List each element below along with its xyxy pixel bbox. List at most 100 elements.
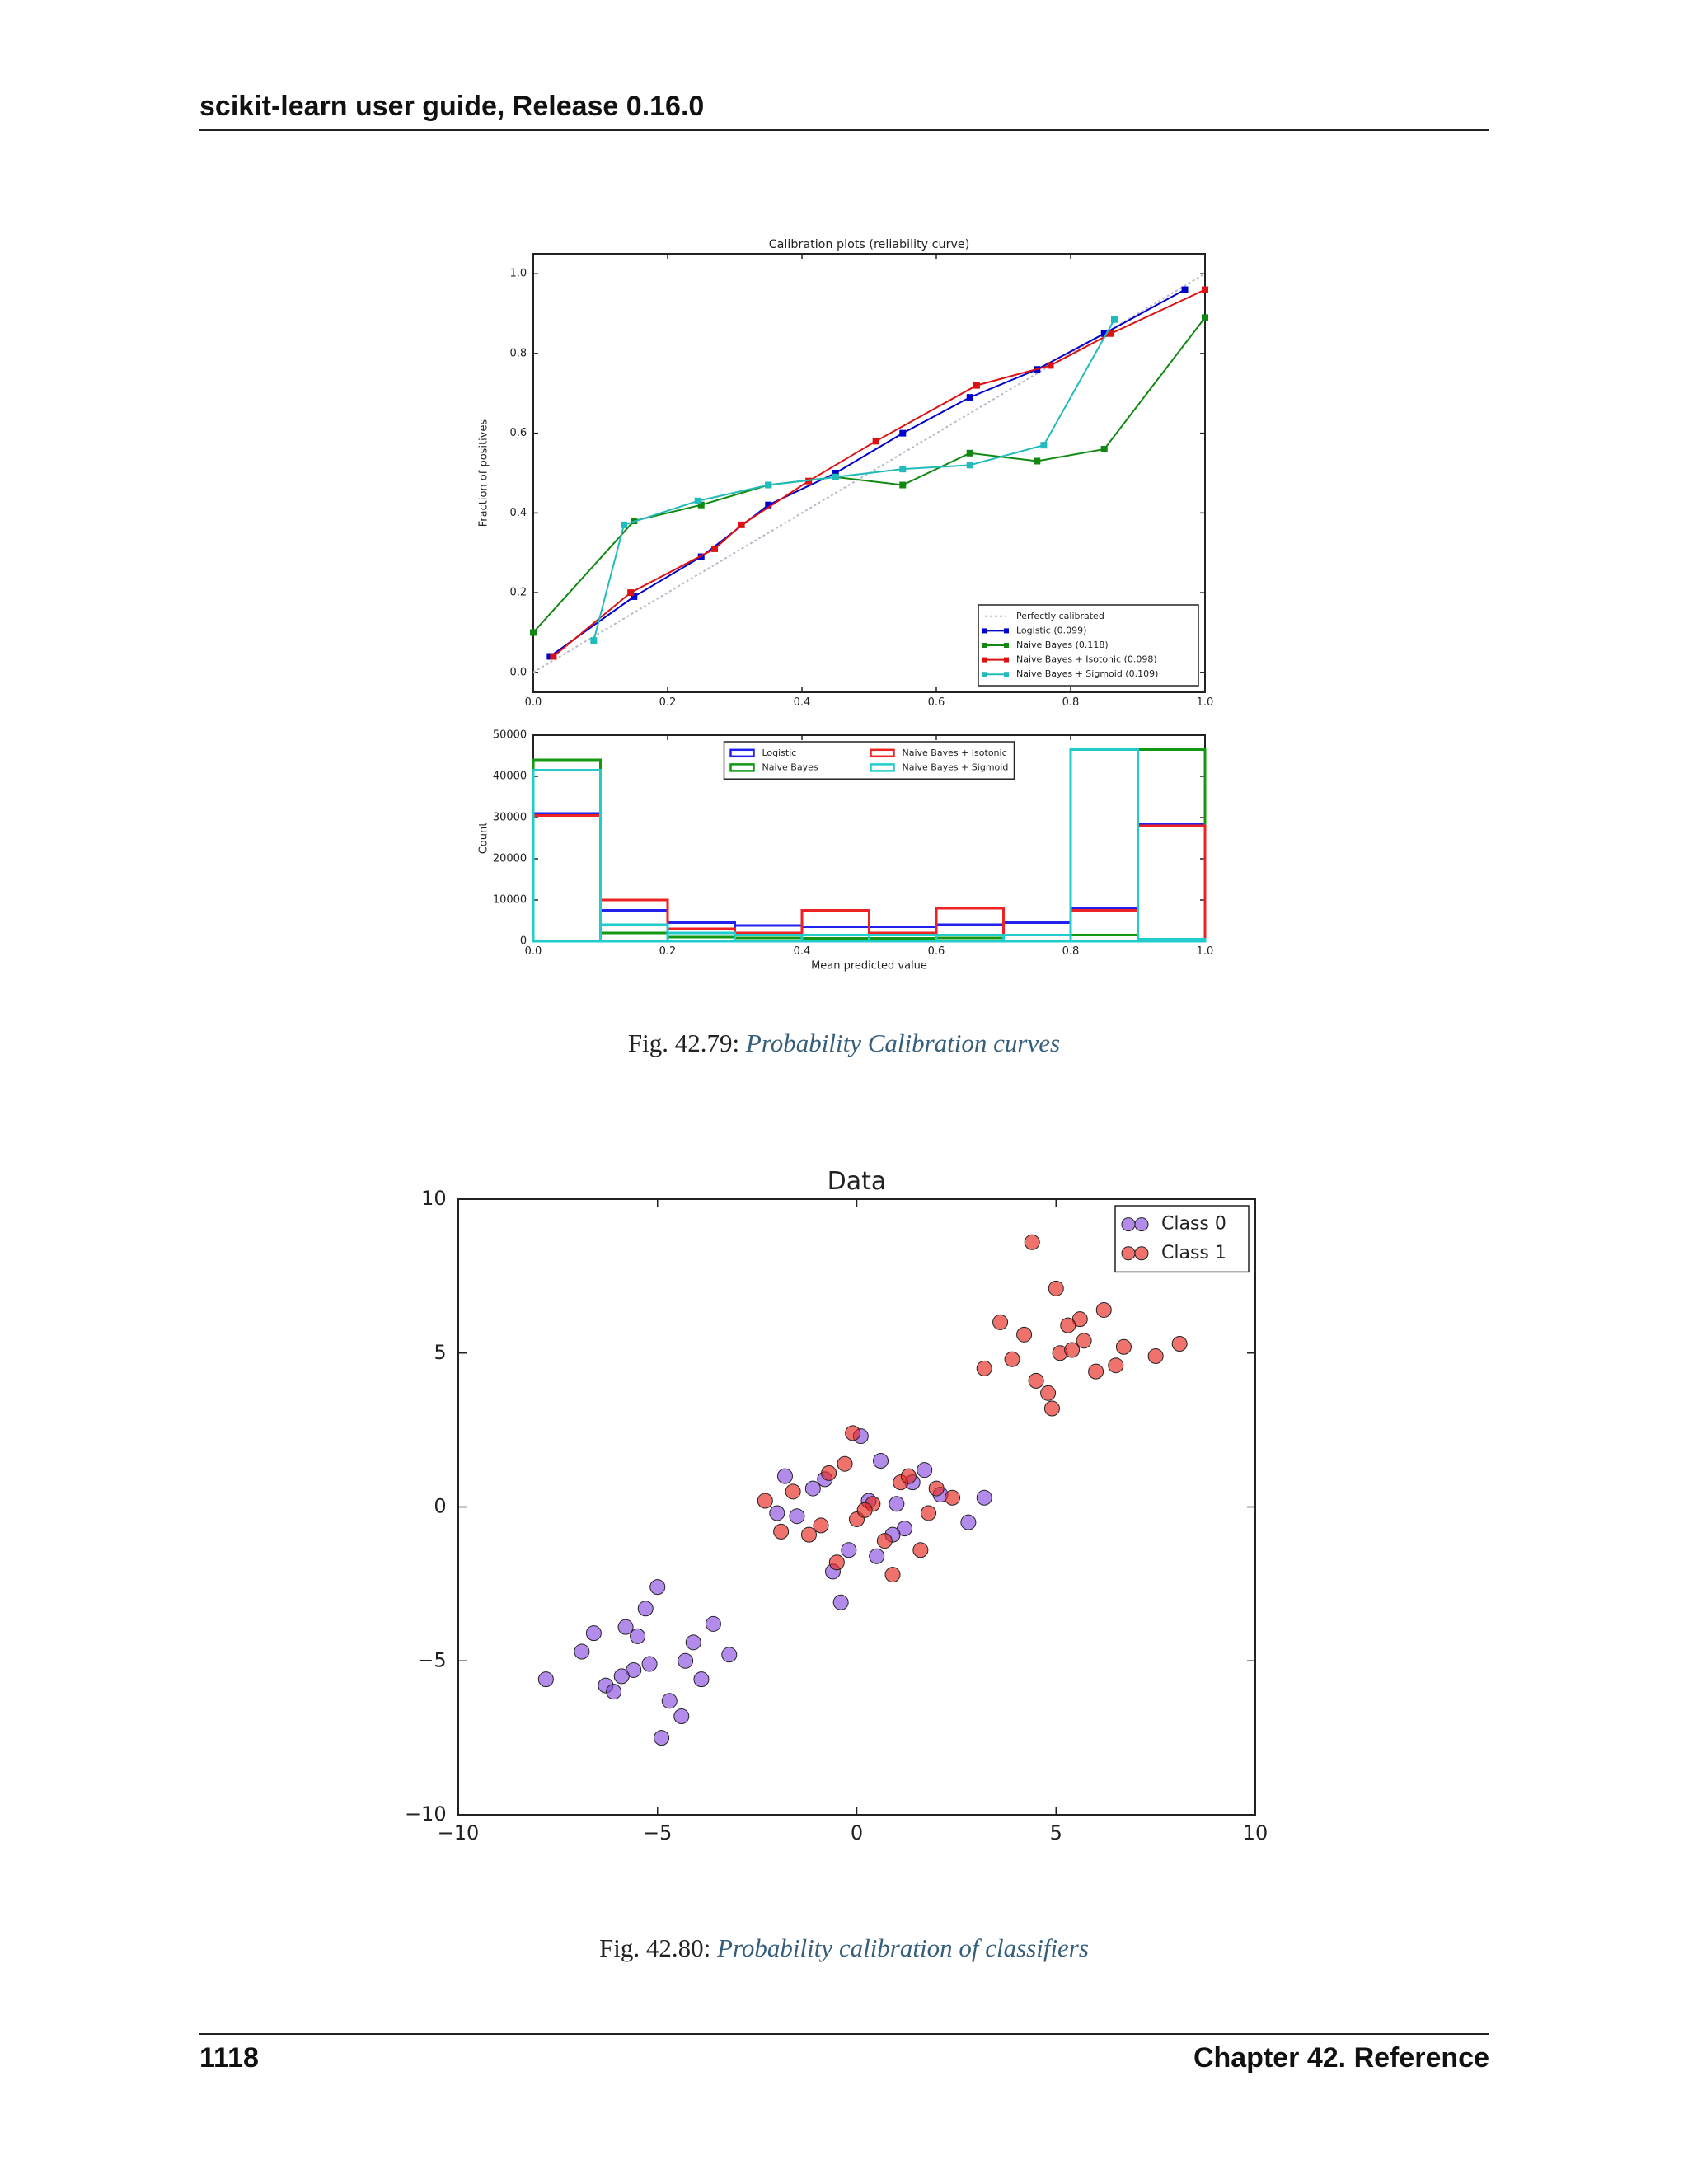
point bbox=[928, 1480, 945, 1497]
legend-label: Naive Bayes + Isotonic bbox=[903, 748, 1007, 758]
point bbox=[1147, 1347, 1164, 1364]
x-tick-label: 0.6 bbox=[928, 945, 945, 958]
caption-link[interactable]: Probability calibration of classifiers bbox=[717, 1933, 1089, 1962]
point bbox=[606, 1684, 622, 1700]
marker bbox=[973, 382, 980, 389]
legend-swatch bbox=[982, 657, 987, 663]
chapter-title: Chapter 42. Reference bbox=[1193, 2042, 1489, 2074]
point bbox=[785, 1483, 801, 1500]
x-tick-label: 1.0 bbox=[1197, 696, 1214, 709]
legend-label: Naive Bayes (0.118) bbox=[1016, 640, 1109, 650]
point bbox=[873, 1452, 889, 1469]
x-tick-label: 0 bbox=[851, 1821, 863, 1844]
point bbox=[821, 1465, 837, 1481]
marker bbox=[1181, 286, 1189, 293]
legend-label: Naive Bayes bbox=[762, 762, 818, 772]
point bbox=[678, 1652, 694, 1669]
x-tick-label: 0.2 bbox=[659, 696, 677, 709]
legend-swatch bbox=[1004, 628, 1009, 634]
point bbox=[1004, 1351, 1020, 1367]
point bbox=[574, 1643, 590, 1660]
x-tick-label: 10 bbox=[1243, 1821, 1268, 1844]
point bbox=[617, 1619, 634, 1635]
legend-box bbox=[978, 604, 1199, 687]
legend-label: Logistic (0.099) bbox=[1016, 625, 1086, 635]
point bbox=[1171, 1336, 1188, 1352]
point bbox=[773, 1523, 790, 1540]
point bbox=[837, 1455, 853, 1472]
point bbox=[673, 1708, 690, 1724]
y-tick-label: 20000 bbox=[493, 853, 527, 865]
running-header: scikit-learn user guide, Release 0.16.0 bbox=[199, 91, 705, 122]
marker bbox=[899, 481, 907, 489]
point bbox=[693, 1671, 710, 1688]
marker bbox=[590, 637, 598, 644]
legend-box bbox=[723, 741, 1015, 780]
series-line bbox=[532, 316, 1206, 634]
point bbox=[976, 1489, 992, 1506]
legend-label: Naive Bayes + Sigmoid bbox=[903, 762, 1009, 772]
legend-swatch bbox=[729, 748, 755, 758]
chart-title: Data bbox=[828, 1167, 887, 1196]
point bbox=[1088, 1363, 1104, 1380]
marker bbox=[697, 553, 705, 560]
series-line bbox=[549, 288, 1186, 658]
y-tick-label: 30000 bbox=[493, 812, 527, 824]
point bbox=[804, 1480, 821, 1497]
y-tick-label: 0 bbox=[520, 935, 527, 948]
y-tick-label: 0.0 bbox=[510, 666, 528, 678]
point bbox=[841, 1542, 857, 1558]
point bbox=[1095, 1301, 1112, 1318]
y-tick-label: 10 bbox=[421, 1187, 447, 1210]
legend-swatch bbox=[1134, 1246, 1149, 1261]
marker bbox=[1100, 445, 1108, 452]
marker bbox=[621, 521, 628, 528]
marker bbox=[1047, 362, 1054, 369]
header-rule bbox=[199, 129, 1489, 131]
point bbox=[869, 1548, 885, 1564]
marker bbox=[738, 521, 745, 528]
point bbox=[1108, 1357, 1124, 1374]
point bbox=[1024, 1234, 1040, 1250]
marker bbox=[832, 470, 839, 476]
point bbox=[912, 1542, 929, 1558]
marker bbox=[694, 497, 701, 504]
caption-link[interactable]: Probability Calibration curves bbox=[745, 1029, 1061, 1057]
marker bbox=[832, 473, 839, 480]
legend-swatch bbox=[1004, 657, 1009, 663]
point bbox=[828, 1554, 845, 1571]
legend-label: Perfectly calibrated bbox=[1016, 611, 1104, 621]
marker bbox=[872, 438, 879, 445]
point bbox=[641, 1656, 658, 1672]
point bbox=[630, 1628, 646, 1644]
legend-swatch bbox=[1004, 672, 1009, 677]
legend-swatch bbox=[982, 628, 987, 634]
legend-swatch bbox=[1121, 1217, 1136, 1232]
caption-number: Fig. 42.79: bbox=[627, 1029, 740, 1057]
point bbox=[721, 1647, 738, 1663]
point bbox=[884, 1567, 901, 1583]
legend-swatch bbox=[870, 748, 895, 758]
marker bbox=[1110, 316, 1118, 323]
marker bbox=[765, 501, 772, 509]
y-tick-label: 50000 bbox=[493, 729, 527, 742]
y-tick-label: −10 bbox=[405, 1802, 447, 1825]
point bbox=[789, 1508, 805, 1525]
point bbox=[637, 1601, 654, 1617]
point bbox=[649, 1579, 666, 1596]
point bbox=[1016, 1326, 1033, 1343]
legend-swatch bbox=[870, 763, 895, 772]
chart-title: Calibration plots (reliability curve) bbox=[769, 238, 970, 251]
legend-label: Logistic bbox=[762, 748, 797, 758]
point bbox=[921, 1505, 937, 1521]
x-tick-label: 0.0 bbox=[525, 945, 542, 958]
point bbox=[613, 1668, 630, 1685]
legend-swatch bbox=[1121, 1246, 1136, 1261]
point bbox=[654, 1730, 670, 1746]
marker bbox=[966, 462, 973, 469]
legend-label: Class 1 bbox=[1161, 1243, 1226, 1263]
y-tick-label: 0.6 bbox=[510, 427, 528, 439]
y-tick-label: 0.2 bbox=[510, 587, 528, 599]
